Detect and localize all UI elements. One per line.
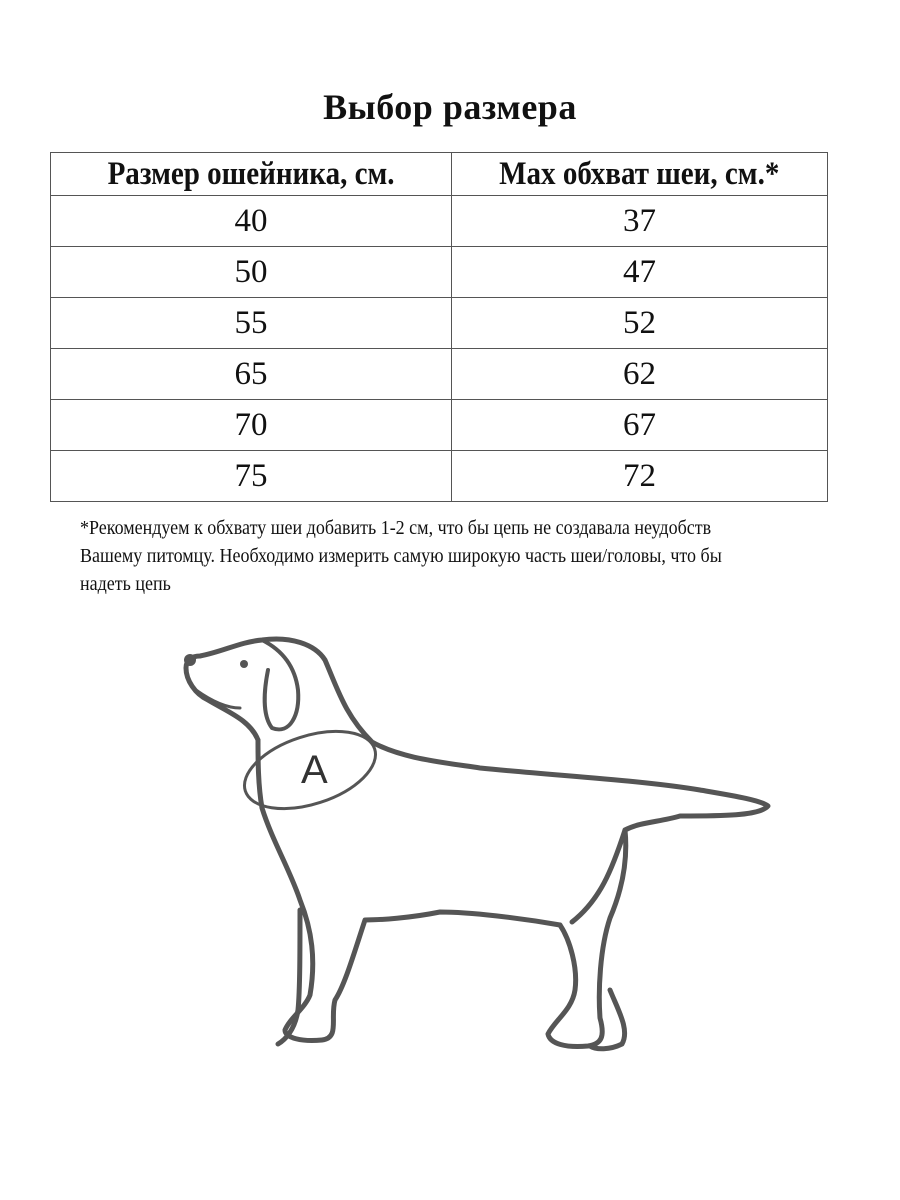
table-row: 70 67 [50, 399, 828, 451]
footnote-line: *Рекомендуем к обхвату шеи добавить 1-2 … [80, 517, 712, 539]
header-collar-size: Размер ошейника, см. [50, 152, 452, 196]
size-table: Размер ошейника, см. Max обхват шеи, см.… [50, 152, 828, 502]
table-row: 75 72 [50, 450, 828, 502]
neck-measure-label: A [301, 748, 328, 792]
footnote: *Рекомендуем к обхвату шеи добавить 1-2 … [80, 514, 880, 598]
cell: 62 [451, 348, 828, 400]
table-row: 40 37 [50, 195, 828, 247]
footnote-line: Вашему питомцу. Необходимо измерить саму… [80, 545, 722, 567]
footnote-line: надеть цепь [80, 573, 171, 595]
cell: 67 [451, 399, 828, 451]
cell: 75 [50, 450, 452, 502]
page-title: Выбор размера [323, 87, 577, 127]
cell: 52 [451, 297, 828, 349]
cell: 72 [451, 450, 828, 502]
cell: 47 [451, 246, 828, 298]
cell: 65 [50, 348, 452, 400]
table-row: 65 62 [50, 348, 828, 400]
cell: 37 [451, 195, 828, 247]
table-row: 50 47 [50, 246, 828, 298]
table-row: 55 52 [50, 297, 828, 349]
cell: 40 [50, 195, 452, 247]
cell: 50 [50, 246, 452, 298]
cell: 70 [50, 399, 452, 451]
